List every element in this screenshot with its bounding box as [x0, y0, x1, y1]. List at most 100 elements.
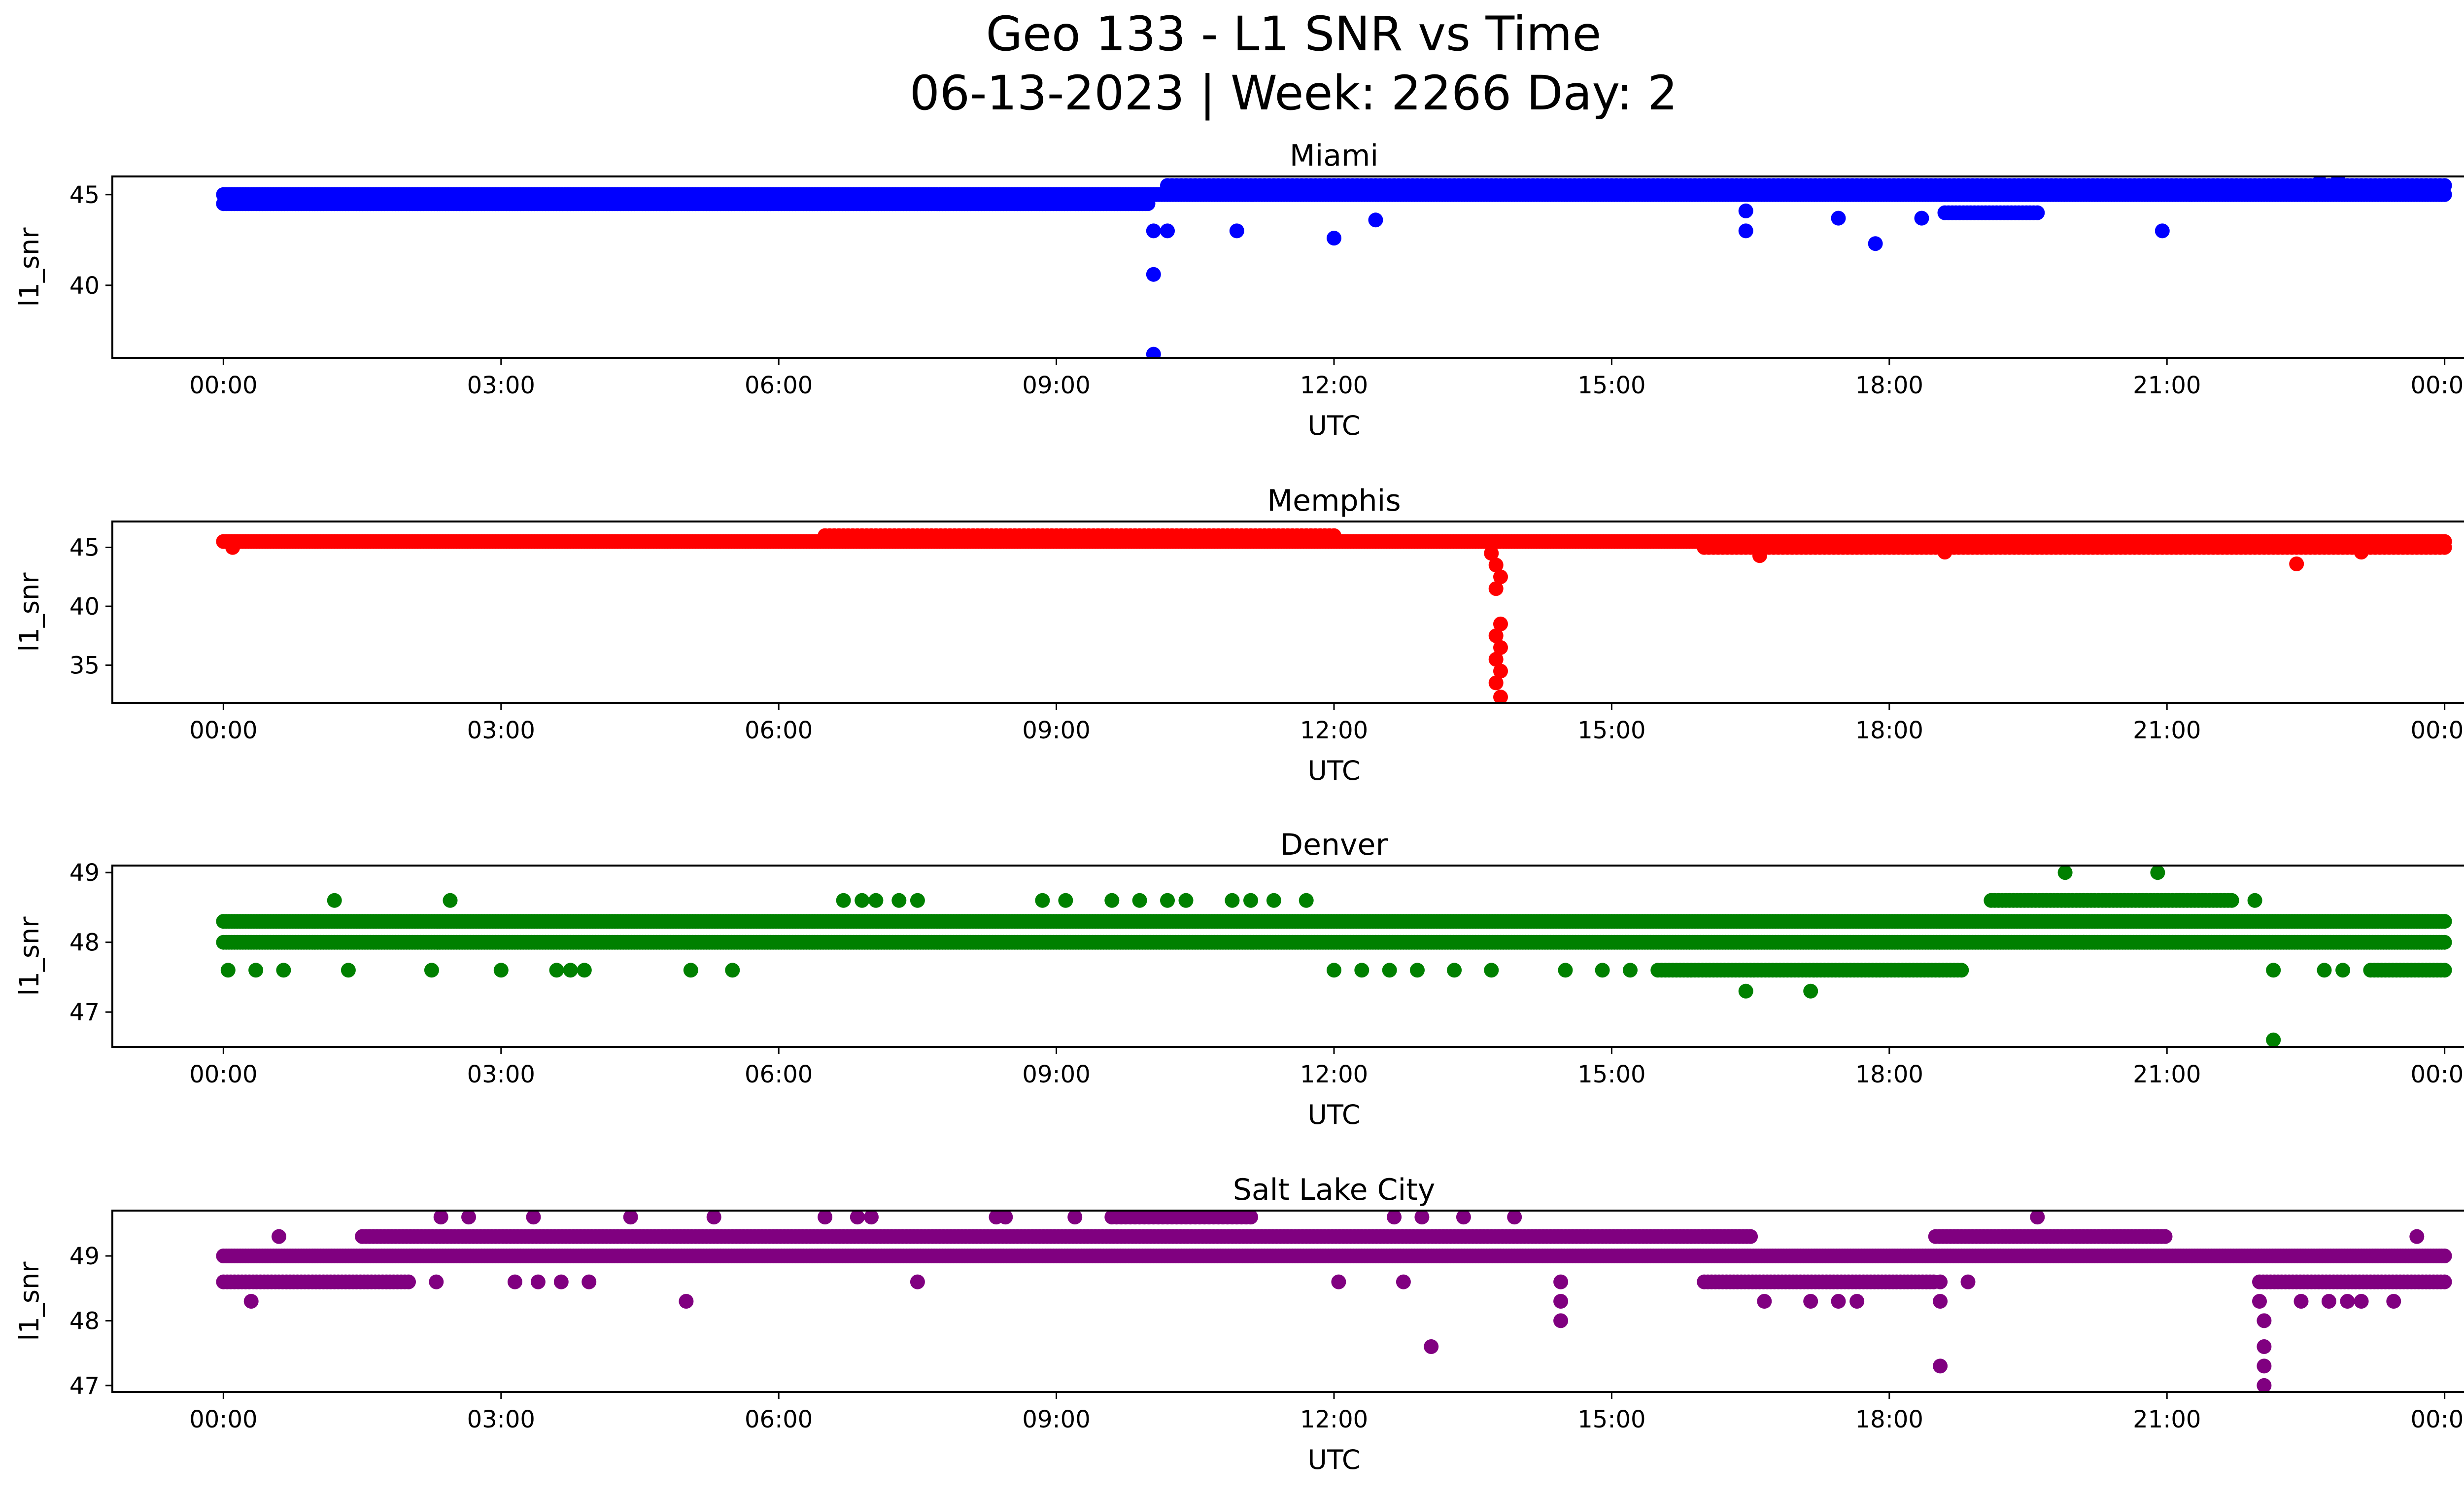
data-point — [2224, 893, 2239, 908]
data-point — [2030, 205, 2045, 220]
x-tick-label: 18:00 — [1855, 1061, 1923, 1088]
y-tick-label: 40 — [69, 272, 100, 300]
x-tick-label: 06:00 — [745, 1061, 813, 1088]
data-point — [1803, 983, 1818, 999]
y-axis-label: l1_snr — [14, 916, 45, 996]
data-point — [2150, 866, 2165, 880]
data-point — [1493, 640, 1508, 655]
panel-title: Miami — [1290, 139, 1378, 173]
data-point — [493, 963, 509, 978]
data-point — [1484, 963, 1499, 978]
x-tick-label: 06:00 — [745, 717, 813, 744]
y-tick-label: 49 — [69, 859, 100, 887]
data-point — [1178, 893, 1194, 908]
x-tick-label: 00:00 — [189, 372, 257, 399]
x-tick-label: 09:00 — [1022, 717, 1090, 744]
data-point — [1132, 893, 1147, 908]
data-point — [1493, 569, 1508, 585]
data-point — [2335, 963, 2351, 978]
data-point — [1954, 963, 1969, 978]
data-point — [1738, 983, 1753, 999]
data-point — [1493, 663, 1508, 679]
x-tick-label: 00:00 — [2410, 1061, 2464, 1088]
data-point — [341, 963, 356, 978]
x-tick-label: 15:00 — [1577, 717, 1645, 744]
data-point — [2266, 963, 2281, 978]
data-point — [1410, 963, 1425, 978]
data-point — [1146, 267, 1161, 282]
data-point — [1354, 963, 1369, 978]
data-point — [2247, 893, 2262, 908]
data-point — [549, 963, 564, 978]
data-point — [1488, 675, 1504, 691]
y-tick-label: 45 — [69, 181, 100, 209]
data-series — [216, 176, 2452, 358]
chart-panels: Miami 00:00 03:00 06:00 09:00 12:00 15:00 18:00… — [14, 139, 2464, 1475]
x-tick-label: 09:00 — [1022, 1061, 1090, 1088]
data-point — [1104, 893, 1120, 908]
x-tick-label: 06:00 — [745, 372, 813, 399]
data-point — [1488, 557, 1504, 573]
x-tick-label: 00:00 — [189, 717, 257, 744]
data-point — [1160, 223, 1175, 239]
data-point — [891, 893, 907, 908]
x-axis-label: UTC — [1307, 755, 1360, 786]
data-point — [2155, 223, 2170, 239]
data-point — [725, 963, 740, 978]
data-point — [1327, 963, 1341, 978]
x-tick-label: 12:00 — [1300, 1061, 1368, 1088]
panel-title: Denver — [1280, 828, 1388, 862]
data-point — [1266, 893, 1281, 908]
data-point — [2437, 963, 2452, 978]
data-point — [1493, 690, 1508, 703]
data-point — [1738, 203, 1753, 218]
data-point — [1488, 628, 1504, 643]
data-point — [1493, 616, 1508, 631]
data-point — [2437, 914, 2452, 929]
data-point — [1146, 223, 1161, 239]
data-point — [2354, 545, 2369, 560]
y-tick-label: 45 — [69, 534, 100, 562]
y-axis-label: l1_snr — [14, 227, 45, 307]
data-point — [327, 893, 342, 908]
data-point — [1368, 212, 1383, 228]
data-point — [1229, 223, 1244, 239]
data-point — [248, 963, 264, 978]
panel-denver: Denver 00:00 03:00 06:00 09:00 12:00 15:00 18:0… — [14, 828, 2464, 1130]
x-tick-label: 12:00 — [1300, 372, 1368, 399]
x-tick-label: 18:00 — [1855, 372, 1923, 399]
data-point — [225, 540, 240, 555]
data-point — [1447, 963, 1462, 978]
data-point — [2266, 1032, 2281, 1047]
data-point — [1160, 893, 1175, 908]
data-point — [1488, 652, 1504, 667]
data-point — [1868, 236, 1883, 251]
data-point — [1327, 528, 1341, 543]
x-tick-label: 03:00 — [467, 1061, 535, 1088]
x-tick-label: 03:00 — [467, 372, 535, 399]
x-tick-label: 03:00 — [467, 717, 535, 744]
data-series — [216, 528, 2452, 703]
x-tick-label: 00:00 — [189, 1061, 257, 1088]
panel-title: Salt Lake City — [1233, 1173, 1436, 1207]
data-point — [1058, 893, 1073, 908]
y-tick-label: 40 — [69, 593, 100, 621]
x-tick-label: 21:00 — [2133, 717, 2201, 744]
x-axis-label: UTC — [1307, 1099, 1360, 1130]
y-axis-label: l1_snr — [14, 572, 45, 652]
data-point — [2317, 963, 2332, 978]
data-point — [1327, 231, 1341, 246]
data-point — [1752, 548, 1767, 563]
data-point — [836, 893, 851, 908]
x-tick-label: 00:00 — [2410, 717, 2464, 744]
data-point — [1146, 347, 1161, 358]
data-point — [1914, 210, 1929, 226]
data-point — [1488, 581, 1504, 596]
x-tick-label: 15:00 — [1577, 372, 1645, 399]
figure-title-line1: Geo 133 - L1 SNR vs Time — [986, 6, 1602, 62]
x-tick-label: 15:00 — [1577, 1061, 1645, 1088]
data-point — [2437, 178, 2452, 193]
